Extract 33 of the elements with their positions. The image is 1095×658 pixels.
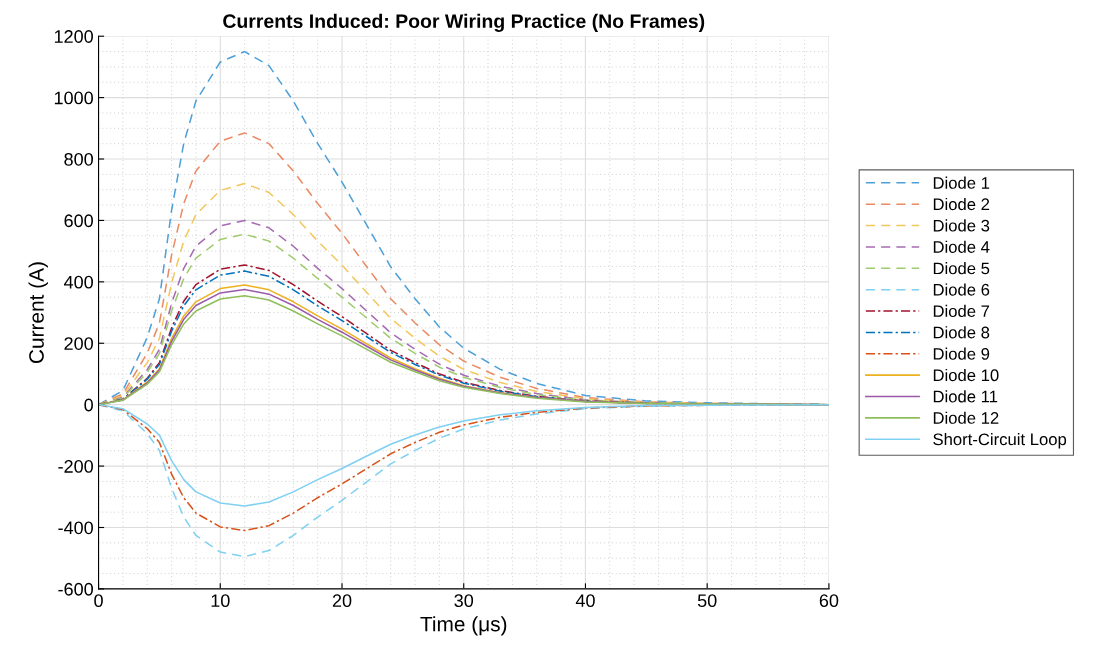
y-tick-label: 400 xyxy=(63,275,93,289)
y-tick-label: -600 xyxy=(58,582,93,596)
legend-label: Diode 11 xyxy=(933,390,998,403)
legend-label: Diode 4 xyxy=(933,240,990,253)
x-tick-label: 50 xyxy=(697,594,717,608)
legend-label: Diode 3 xyxy=(933,219,990,232)
x-tick-label: 0 xyxy=(94,594,103,608)
x-axis-title: Time (μs) xyxy=(420,616,507,636)
y-tick-label: 1200 xyxy=(54,30,93,43)
x-tick-label: 60 xyxy=(819,594,839,608)
y-tick-label: -400 xyxy=(58,521,93,535)
legend-label: Diode 10 xyxy=(933,368,999,382)
legend-label: Diode 7 xyxy=(933,304,990,318)
y-tick-label: 600 xyxy=(64,214,93,228)
y-tick-label: 1000 xyxy=(54,91,93,105)
x-tick-label: 10 xyxy=(211,594,230,608)
x-tick-label: 30 xyxy=(454,594,474,608)
y-tick-label: 200 xyxy=(64,337,93,350)
y-tick-label: -200 xyxy=(58,460,93,473)
legend-label: Diode 9 xyxy=(933,347,990,360)
y-tick-label: 0 xyxy=(84,398,93,412)
legend-label: Short-Circuit Loop xyxy=(933,433,1067,449)
chart-title: Currents Induced: Poor Wiring Practice (No Frames) xyxy=(223,13,705,32)
legend-label: Diode 12 xyxy=(933,411,999,424)
legend-label: Diode 5 xyxy=(933,262,990,275)
y-axis-title: Current (A) xyxy=(28,262,48,363)
x-tick-label: 20 xyxy=(332,594,352,608)
legend-label: Diode 1 xyxy=(933,176,990,189)
legend-label: Diode 2 xyxy=(933,197,990,211)
y-tick-label: 800 xyxy=(64,152,93,166)
legend-label: Diode 6 xyxy=(933,283,990,296)
legend-label: Diode 8 xyxy=(933,326,990,339)
x-tick-label: 40 xyxy=(575,594,595,608)
